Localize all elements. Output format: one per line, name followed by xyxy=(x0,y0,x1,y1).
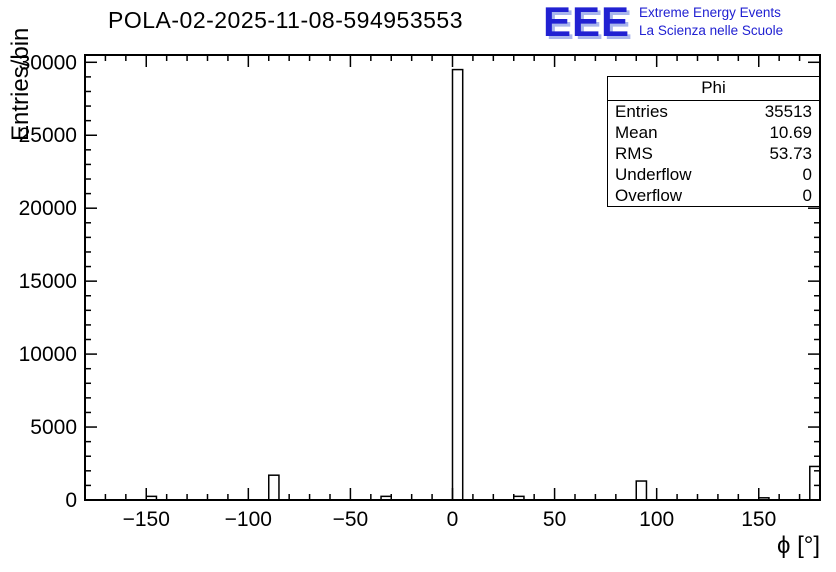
histogram-bar xyxy=(635,480,648,501)
y-tick-label: 25000 xyxy=(19,124,77,147)
stats-label: Underflow xyxy=(615,165,692,184)
x-tick-label: 50 xyxy=(543,508,566,531)
stats-value: 53.73 xyxy=(769,144,812,163)
stats-label: Overflow xyxy=(615,186,683,205)
stats-value: 0 xyxy=(802,186,812,205)
y-tick-label: 0 xyxy=(65,489,77,512)
eee-logo-wordmark: EEE xyxy=(543,0,631,45)
eee-logo-tagline-1: Extreme Energy Events xyxy=(639,5,781,21)
stats-row: Overflow 0 xyxy=(608,185,819,206)
x-axis-label: ϕ [°] xyxy=(776,532,820,559)
histogram-bar xyxy=(451,68,464,501)
histogram-bar xyxy=(268,474,280,501)
eee-logo-taglines: Extreme Energy Events La Scienza nelle S… xyxy=(639,4,783,39)
stats-value: 0 xyxy=(802,165,812,184)
x-tick-label: −50 xyxy=(333,508,369,531)
stats-label: Entries xyxy=(615,102,668,121)
stats-row: Underflow 0 xyxy=(608,164,819,185)
y-axis-label: Entries/bin xyxy=(7,27,34,141)
y-tick-label: 20000 xyxy=(19,197,77,220)
x-tick-label: 0 xyxy=(447,508,459,531)
x-tick-label: 150 xyxy=(741,508,776,531)
eee-logo-tagline-2: La Scienza nelle Scuole xyxy=(639,23,784,38)
y-tick-label: 15000 xyxy=(19,270,77,293)
eee-logo: EEE Extreme Energy Events La Scienza nel… xyxy=(543,0,783,45)
y-tick-label: 5000 xyxy=(30,416,77,439)
stats-value: 10.69 xyxy=(769,123,812,142)
x-tick-label: −150 xyxy=(123,508,170,531)
stats-label: RMS xyxy=(615,144,653,163)
page-title: POLA-02-2025-11-08-594953553 xyxy=(108,7,463,33)
stats-value: 35513 xyxy=(764,102,812,121)
x-tick-label: 100 xyxy=(639,508,674,531)
stats-label: Mean xyxy=(615,123,658,142)
x-tick-label: −100 xyxy=(225,508,272,531)
stats-row: RMS 53.73 xyxy=(608,143,819,164)
stats-box-title: Phi xyxy=(608,77,819,101)
stats-row: Mean 10.69 xyxy=(608,122,819,143)
y-tick-label: 30000 xyxy=(19,51,77,74)
y-tick-label: 10000 xyxy=(19,343,77,366)
stats-box: Phi Entries 35513 Mean 10.69 RMS 53.73 U… xyxy=(607,76,820,207)
stats-row: Entries 35513 xyxy=(608,101,819,122)
